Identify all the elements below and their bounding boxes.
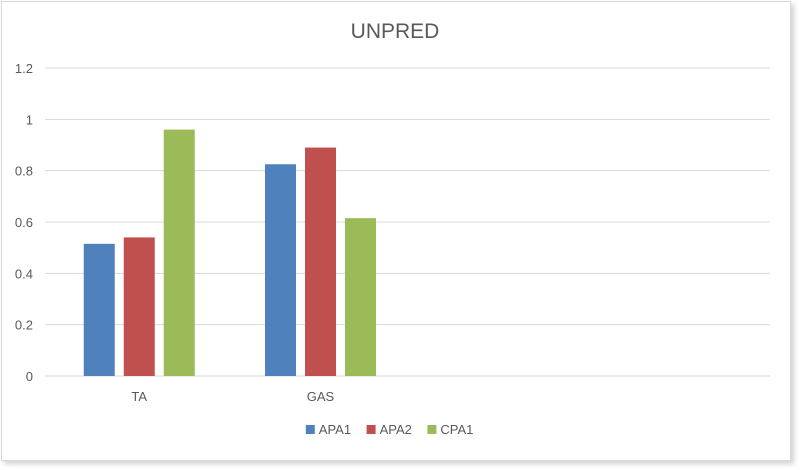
bar-cpa1-gas: [345, 218, 376, 376]
x-tick-label: GAS: [307, 389, 335, 404]
y-tick-label: 1.2: [15, 61, 33, 76]
y-tick-label: 0.8: [15, 164, 33, 179]
bar-apa1-ta: [83, 243, 115, 376]
y-tick-label: 1: [26, 112, 33, 127]
legend: APA1 APA2 CPA1: [305, 422, 473, 437]
legend-swatch: [305, 425, 315, 434]
chart-title: UNPRED: [351, 20, 440, 43]
bar-apa2-ta: [123, 237, 155, 376]
legend-item-cpa1: CPA1: [427, 422, 473, 437]
bar-apa2-gas: [305, 147, 336, 376]
y-tick-label: 0.4: [15, 266, 33, 281]
y-axis: 0 0.2 0.4 0.6 0.8 1 1.2: [15, 61, 33, 384]
chart-frame: [1, 1, 791, 461]
y-tick-label: 0.2: [15, 318, 33, 333]
bar-cpa1-ta: [163, 129, 195, 376]
legend-label: CPA1: [440, 422, 473, 437]
legend-item-apa2: APA2: [366, 422, 412, 437]
bars: [83, 129, 376, 376]
y-tick-label: 0.6: [15, 215, 33, 230]
legend-label: APA1: [319, 422, 351, 437]
y-tick-label: 0: [26, 369, 33, 384]
x-axis: TA GAS: [131, 389, 334, 404]
legend-swatch: [366, 425, 376, 434]
legend-item-apa1: APA1: [305, 422, 351, 437]
legend-label: APA2: [380, 422, 412, 437]
x-tick-label: TA: [131, 389, 147, 404]
bar-apa1-gas: [265, 164, 296, 376]
legend-swatch: [427, 425, 437, 434]
